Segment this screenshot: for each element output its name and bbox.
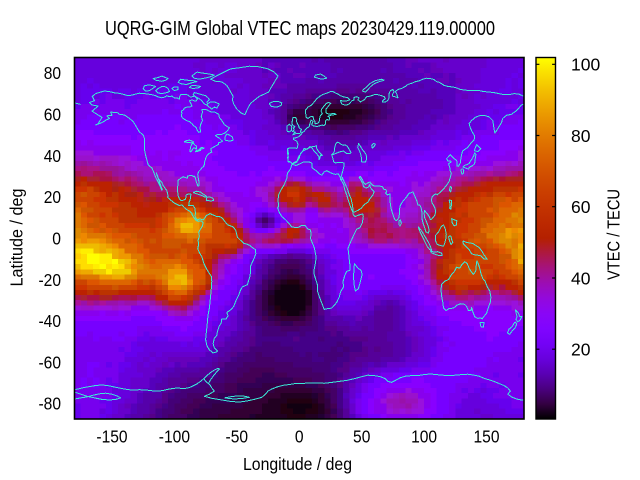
- svg-text:100: 100: [411, 427, 437, 447]
- svg-text:20: 20: [571, 340, 591, 360]
- svg-text:VTEC / TECU: VTEC / TECU: [604, 189, 624, 280]
- svg-text:UQRG-GIM Global VTEC maps 2023: UQRG-GIM Global VTEC maps 20230429.119.0…: [105, 18, 495, 40]
- svg-text:-80: -80: [39, 394, 62, 414]
- svg-text:-50: -50: [226, 427, 249, 447]
- svg-text:0: 0: [295, 427, 304, 447]
- svg-text:50: 50: [353, 427, 370, 447]
- svg-text:0: 0: [52, 228, 61, 248]
- svg-text:-40: -40: [39, 311, 62, 331]
- svg-text:100: 100: [571, 55, 600, 75]
- svg-text:150: 150: [474, 427, 500, 447]
- svg-text:40: 40: [571, 268, 591, 288]
- svg-text:-60: -60: [39, 352, 62, 372]
- svg-text:-100: -100: [159, 427, 190, 447]
- svg-text:80: 80: [44, 63, 61, 83]
- svg-text:60: 60: [571, 197, 591, 217]
- svg-text:-150: -150: [96, 427, 127, 447]
- svg-text:Longitude / deg: Longitude / deg: [243, 454, 352, 474]
- svg-text:Latitude / deg: Latitude / deg: [7, 189, 27, 287]
- svg-text:80: 80: [571, 126, 591, 146]
- svg-text:60: 60: [44, 105, 61, 125]
- svg-text:-20: -20: [39, 270, 62, 290]
- svg-text:20: 20: [44, 187, 61, 207]
- svg-text:40: 40: [44, 146, 61, 166]
